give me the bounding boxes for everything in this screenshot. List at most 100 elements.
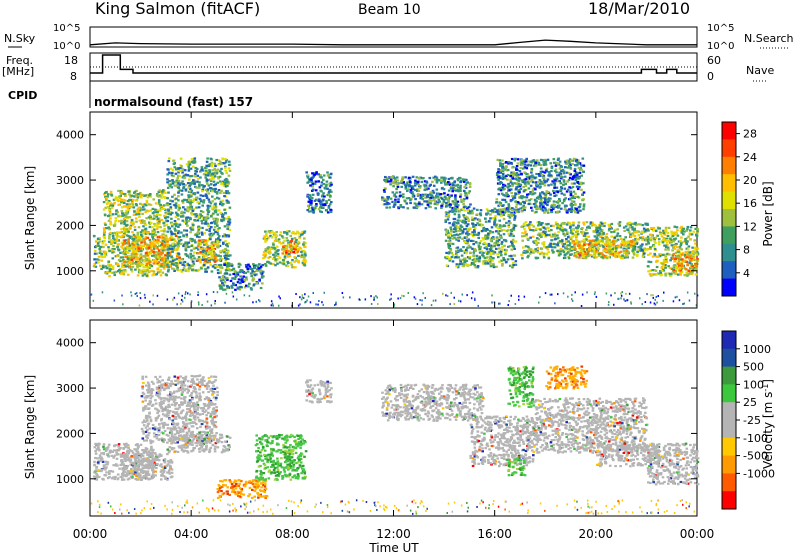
scatter-cell: [182, 185, 186, 189]
scatter-cell: [183, 220, 186, 223]
scatter-cell: [576, 195, 580, 198]
scatter-cell: [515, 168, 519, 171]
scatter-cell: [130, 198, 133, 201]
scatter-cell: [612, 246, 616, 249]
scatter-cell: [289, 234, 292, 238]
scatter-cell: [272, 243, 275, 246]
scatter-cell: [123, 240, 127, 243]
scatter-cell: [208, 200, 211, 203]
scatter-cell: [208, 163, 211, 166]
scatter-cell: [500, 248, 504, 251]
scatter-cell: [184, 184, 187, 187]
scatter-cell: [302, 231, 306, 234]
scatter-cell: [484, 227, 487, 231]
scatter-cell: [215, 222, 219, 225]
scatter-cell: [283, 247, 286, 250]
scatter-cell: [158, 209, 162, 212]
scatter-cell: [152, 239, 156, 242]
scatter-cell: [196, 252, 199, 255]
scatter-cell: [265, 239, 268, 242]
scatter-cell: [272, 262, 275, 266]
scatter-cell: [109, 214, 113, 217]
scatter-cell: [190, 258, 193, 261]
scatter-cell: [544, 246, 548, 249]
scatter-cell: [146, 266, 149, 269]
scatter-cell: [562, 179, 566, 182]
scatter-cell: [480, 250, 484, 253]
scatter-cell: [116, 263, 120, 266]
scatter-cell: [599, 228, 602, 231]
scatter-cell: [216, 171, 219, 174]
freq-tick-low: 8: [70, 70, 77, 83]
scatter-cell: [143, 242, 147, 245]
scatter-cell: [237, 278, 241, 281]
scatter-cell: [108, 250, 111, 253]
scatter-cell: [501, 162, 505, 166]
scatter-cell: [312, 175, 315, 178]
scatter-cell: [169, 263, 172, 266]
scatter-cell: [429, 202, 433, 205]
scatter-cell: [548, 170, 551, 174]
scatter-cell: [178, 170, 181, 173]
scatter-cell: [556, 158, 560, 161]
scatter-cell: [561, 176, 564, 179]
scatter-cell: [502, 228, 506, 232]
scatter-cell: [563, 204, 567, 207]
scatter-cell: [511, 177, 515, 180]
scatter-cell: [493, 220, 497, 223]
scatter-cell: [290, 240, 294, 243]
scatter-cell: [103, 255, 106, 258]
scatter-cell: [117, 248, 121, 252]
scatter-cell: [424, 196, 427, 199]
scatter-cell: [568, 208, 571, 211]
scatter-cell: [529, 221, 532, 224]
scatter-cell: [567, 172, 571, 175]
scatter-cell: [479, 240, 483, 243]
scatter-cell: [227, 223, 231, 226]
scatter-cell: [156, 221, 160, 224]
scatter-cell: [155, 258, 159, 261]
scatter-cell: [223, 225, 227, 228]
scatter-cell: [319, 201, 322, 204]
scatter-cell: [529, 251, 533, 254]
scatter-cell: [554, 168, 558, 171]
scatter-cell: [175, 197, 178, 200]
scatter-cell: [515, 165, 519, 168]
scatter-cell: [186, 262, 190, 265]
scatter-cell: [223, 181, 226, 184]
scatter-cell: [283, 255, 287, 258]
scatter-cell: [291, 245, 295, 248]
scatter-cell: [196, 174, 199, 177]
scatter-cell: [97, 244, 100, 247]
scatter-cell: [568, 186, 571, 189]
scatter-cell: [111, 234, 115, 237]
scatter-cell: [498, 251, 501, 254]
scatter-cell: [550, 183, 553, 186]
scatter-cell: [140, 241, 143, 244]
scatter-cell: [330, 190, 333, 193]
scatter-cell: [518, 189, 521, 192]
scatter-cell: [192, 208, 195, 211]
scatter-cell: [227, 242, 231, 245]
scatter-cell: [432, 184, 436, 187]
freq-unit-label: [MHz]: [2, 65, 34, 78]
scatter-cell: [568, 164, 571, 167]
scatter-cell: [227, 264, 231, 268]
scatter-cell: [535, 181, 538, 184]
scatter-cell: [525, 199, 528, 202]
scatter-cell: [409, 201, 412, 205]
scatter-cell: [154, 251, 157, 254]
scatter-cell: [433, 178, 437, 181]
scatter-cell: [228, 206, 232, 209]
scatter-cell: [430, 194, 433, 197]
scatter-cell: [499, 211, 503, 214]
scatter-cell: [319, 210, 322, 213]
scatter-cell: [188, 163, 192, 166]
scatter-cell: [180, 193, 184, 196]
scatter-cell: [569, 187, 573, 190]
scatter-cell: [584, 255, 588, 258]
scatter-cell: [210, 250, 214, 253]
scatter-cell: [520, 195, 523, 198]
scatter-cell: [180, 189, 184, 192]
scatter-cell: [495, 201, 498, 204]
